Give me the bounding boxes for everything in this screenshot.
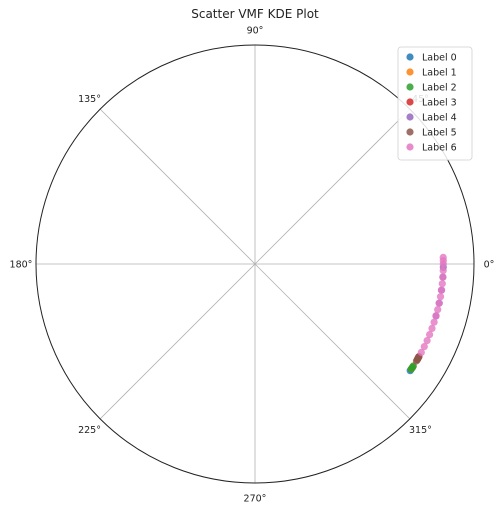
legend-label: Label 5 [422,128,457,139]
data-point [420,343,428,351]
data-point [438,280,446,288]
legend: Label 0 Label 1 Label 2 Label 3 Label 4 Label… [397,46,473,161]
angle-tick-label: 180° [10,260,33,271]
grid-spoke [99,108,256,265]
data-point [426,331,434,339]
legend-marker [406,113,414,121]
legend-marker [406,83,414,91]
grid-spoke [254,263,411,420]
legend-label: Label 1 [422,68,457,79]
legend-marker [406,143,414,151]
data-point [439,267,447,275]
angle-tick-label: 135° [78,94,101,105]
legend-marker [406,68,414,76]
angle-tick-label: 90° [247,26,264,37]
legend-marker [406,128,414,136]
scatter-points [406,253,447,375]
data-point [434,306,442,314]
polar-grid [35,44,475,484]
data-point [432,312,440,320]
legend-label: Label 2 [422,83,457,94]
angle-tick-label: 0° [484,260,495,271]
legend-label: Label 0 [422,53,457,64]
legend-label: Label 3 [422,98,457,109]
grid-spoke [99,263,256,420]
data-point [439,253,447,261]
chart-title: Scatter VMF KDE Plot [191,7,319,21]
data-point [428,324,436,332]
polar-frame [35,44,475,484]
data-point [437,286,446,294]
angle-tick-label: 315° [409,425,432,436]
data-point [430,318,438,326]
data-point [439,273,447,281]
legend-marker [406,53,414,61]
legend-label: Label 4 [422,113,457,124]
grid-spoke [254,108,411,265]
legend-label: Label 6 [422,143,457,154]
angle-tick-label: 225° [78,425,101,436]
data-point [435,299,443,307]
legend-marker [406,98,414,106]
angle-tick-label: 270° [244,494,267,505]
data-point [423,337,431,345]
data-point [436,293,445,301]
data-point [417,348,425,356]
legend-box [397,46,473,161]
